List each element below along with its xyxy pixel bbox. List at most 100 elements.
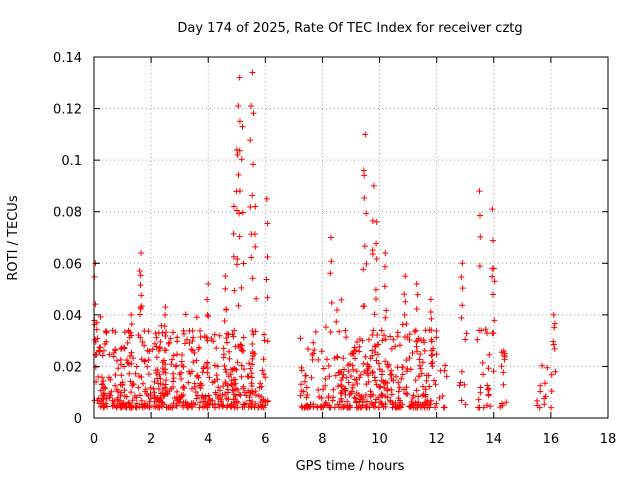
- data-point: [396, 384, 403, 391]
- data-point: [213, 345, 220, 352]
- data-point: [218, 396, 225, 403]
- data-point: [348, 373, 355, 380]
- data-point: [204, 296, 211, 303]
- data-point: [477, 384, 484, 391]
- data-point: [432, 381, 439, 388]
- data-point: [402, 298, 409, 305]
- data-point: [137, 272, 144, 279]
- data-point: [139, 380, 146, 387]
- data-point: [221, 362, 228, 369]
- data-point: [401, 333, 408, 340]
- data-point: [369, 352, 376, 359]
- data-point: [93, 319, 100, 326]
- data-point: [154, 395, 161, 402]
- data-point: [137, 282, 144, 289]
- data-point: [410, 392, 417, 399]
- data-point: [247, 203, 254, 210]
- data-point: [141, 328, 148, 335]
- data-point: [259, 367, 266, 374]
- data-point: [309, 356, 316, 363]
- data-point: [151, 378, 158, 385]
- data-point: [152, 403, 159, 410]
- data-point: [118, 345, 125, 352]
- data-point: [476, 212, 483, 219]
- data-point: [162, 347, 169, 354]
- data-point: [247, 403, 254, 410]
- data-point: [551, 345, 558, 352]
- data-point: [370, 327, 377, 334]
- data-point: [325, 362, 332, 369]
- data-point: [432, 404, 439, 411]
- data-point: [231, 287, 238, 294]
- data-point: [353, 338, 360, 345]
- data-point: [133, 400, 140, 407]
- data-point: [234, 255, 241, 262]
- data-point: [413, 338, 420, 345]
- data-point: [298, 367, 305, 374]
- data-point: [170, 370, 177, 377]
- data-point: [351, 376, 358, 383]
- data-point: [180, 327, 187, 334]
- data-point: [301, 378, 308, 385]
- data-point: [361, 243, 368, 250]
- data-point: [205, 313, 212, 320]
- data-point: [156, 344, 163, 351]
- x-tick-label: 0: [90, 432, 98, 447]
- data-point: [484, 330, 491, 337]
- data-point: [325, 393, 332, 400]
- data-point: [239, 209, 246, 216]
- data-point: [170, 375, 177, 382]
- data-point: [490, 291, 496, 298]
- data-point: [360, 167, 367, 174]
- data-point: [417, 351, 424, 358]
- data-point: [433, 400, 440, 407]
- data-point: [428, 327, 435, 334]
- data-point: [188, 346, 195, 353]
- data-point: [226, 355, 233, 362]
- data-point: [533, 397, 540, 404]
- data-point: [303, 403, 310, 410]
- data-point: [490, 265, 497, 272]
- data-point: [103, 395, 110, 402]
- data-point: [381, 283, 388, 290]
- data-point: [115, 394, 122, 401]
- data-point: [485, 391, 492, 398]
- data-point: [217, 387, 224, 394]
- data-point: [373, 357, 380, 364]
- data-point: [458, 273, 465, 280]
- data-point: [264, 398, 271, 405]
- data-point: [356, 374, 363, 381]
- data-point: [263, 195, 270, 202]
- data-point: [378, 377, 385, 384]
- data-point: [248, 380, 255, 387]
- y-tick-label: 0.06: [53, 257, 82, 272]
- data-point: [200, 403, 206, 410]
- data-point: [408, 398, 415, 405]
- data-point: [369, 347, 376, 354]
- data-point: [145, 371, 152, 378]
- data-point: [196, 382, 203, 389]
- data-point: [240, 260, 247, 267]
- data-point: [137, 311, 144, 318]
- data-point: [372, 296, 379, 303]
- data-point: [310, 339, 317, 346]
- data-point: [247, 137, 254, 144]
- data-point: [246, 397, 253, 404]
- data-point: [367, 355, 374, 362]
- data-point: [427, 308, 434, 315]
- data-point: [101, 384, 108, 391]
- data-point: [144, 363, 151, 370]
- data-point: [299, 404, 306, 411]
- data-point: [397, 342, 403, 349]
- data-point: [240, 385, 247, 392]
- data-point: [409, 402, 416, 409]
- data-point: [152, 330, 159, 337]
- data-point: [243, 400, 250, 407]
- data-point: [356, 348, 363, 355]
- data-point: [416, 356, 423, 363]
- data-point: [419, 359, 426, 366]
- data-point: [341, 366, 348, 373]
- data-point: [238, 156, 245, 163]
- data-point: [158, 398, 165, 405]
- data-point: [157, 338, 164, 345]
